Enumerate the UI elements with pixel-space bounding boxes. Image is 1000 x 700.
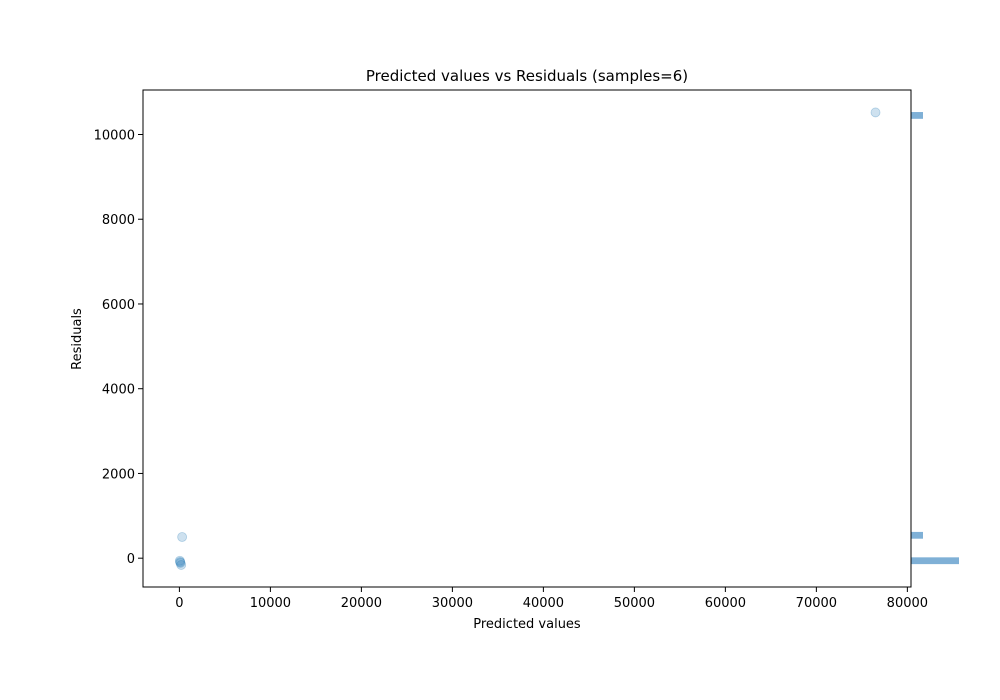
- y-tick-label: 2000: [102, 467, 135, 482]
- x-tick-label: 20000: [341, 596, 382, 611]
- histogram-bar: [911, 112, 923, 119]
- y-axis-label: Residuals: [70, 308, 85, 370]
- y-tick-label: 8000: [102, 213, 135, 228]
- x-tick-label: 10000: [250, 596, 291, 611]
- scatter-point: [175, 557, 186, 568]
- x-tick-label: 60000: [705, 596, 746, 611]
- y-axis-ticks: 0 2000 4000 6000 8000 10000: [94, 128, 143, 567]
- histogram-bar: [911, 531, 923, 539]
- x-tick-label: 50000: [614, 596, 655, 611]
- y-tick-label: 4000: [102, 383, 135, 398]
- residual-histogram: [911, 112, 959, 565]
- scatter-points: [174, 107, 881, 570]
- y-tick-label: 6000: [102, 298, 135, 313]
- scatter-point: [174, 555, 185, 566]
- x-tick-label: 0: [175, 596, 183, 611]
- x-tick-label: 40000: [523, 596, 564, 611]
- y-tick-label: 0: [127, 552, 135, 567]
- histogram-bar: [911, 557, 959, 565]
- scatter-point: [175, 557, 186, 567]
- scatter-point: [870, 107, 881, 118]
- chart-title: Predicted values vs Residuals (samples=6…: [366, 67, 688, 85]
- x-tick-label: 70000: [796, 596, 837, 611]
- x-tick-label: 80000: [887, 596, 928, 611]
- scatter-point: [177, 532, 188, 542]
- plot-frame: [142, 89, 912, 588]
- y-tick-label: 10000: [94, 128, 135, 143]
- x-axis-ticks: 0 10000 20000 30000 40000 50000 60000 70000 8000…: [175, 587, 928, 611]
- x-axis-label: Predicted values: [473, 617, 581, 632]
- scatter-point: [176, 560, 187, 570]
- x-tick-label: 30000: [432, 596, 473, 611]
